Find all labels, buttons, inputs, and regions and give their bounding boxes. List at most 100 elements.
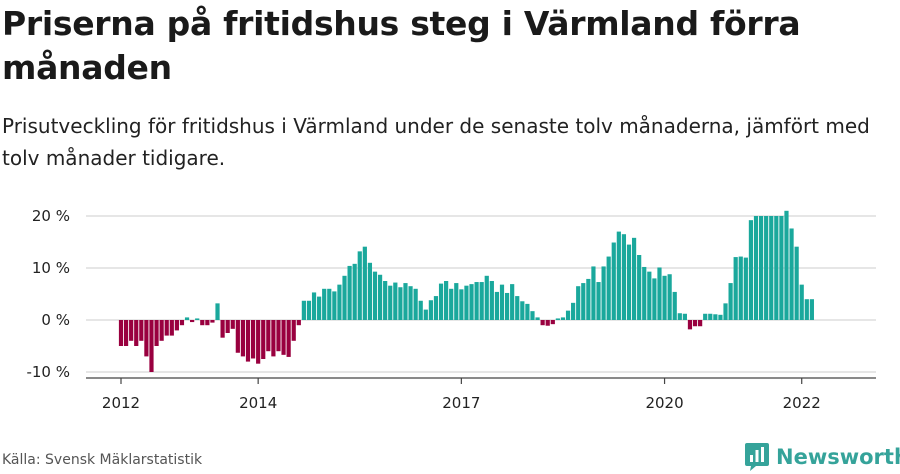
bar	[418, 300, 423, 320]
bar	[586, 278, 591, 320]
bar	[123, 320, 129, 346]
bar	[642, 266, 647, 320]
bar	[774, 216, 779, 320]
bar	[174, 320, 179, 331]
bar	[520, 301, 525, 320]
bar	[565, 310, 571, 320]
bar	[484, 275, 489, 320]
bar	[291, 320, 296, 341]
bar	[184, 317, 190, 320]
bar	[545, 320, 550, 326]
bar	[337, 284, 342, 320]
bar	[743, 257, 748, 320]
bar	[210, 320, 215, 323]
bar	[692, 320, 698, 327]
bar	[459, 289, 464, 320]
bar	[403, 283, 408, 320]
bar	[469, 284, 474, 320]
x-tick-label: 2022	[783, 394, 821, 412]
bar	[764, 216, 769, 320]
bar	[413, 288, 418, 320]
bar	[662, 275, 667, 320]
bar	[200, 320, 205, 326]
bar	[383, 281, 388, 320]
bar	[449, 288, 454, 320]
bar	[129, 320, 134, 341]
bar	[220, 320, 225, 338]
bar	[347, 265, 352, 320]
bar	[296, 320, 301, 326]
bar	[682, 313, 687, 320]
bar	[266, 320, 271, 352]
bar	[804, 299, 809, 320]
bar	[677, 313, 682, 320]
bar	[408, 286, 413, 320]
bar	[342, 275, 347, 320]
bar	[571, 302, 576, 320]
bar	[723, 303, 728, 320]
bar	[398, 287, 403, 320]
bar	[596, 282, 601, 320]
bar	[317, 296, 322, 320]
bar	[311, 292, 317, 320]
bar	[540, 320, 545, 326]
bar	[718, 314, 723, 320]
bar	[510, 284, 515, 320]
bar	[591, 266, 596, 320]
bar	[550, 320, 555, 325]
bar	[809, 299, 814, 320]
newsworthy-logo[interactable]: Newsworthy	[744, 440, 900, 474]
bar	[555, 318, 560, 320]
bar	[444, 281, 449, 320]
bar	[738, 256, 743, 320]
bar	[525, 303, 530, 320]
bar	[637, 255, 642, 320]
bar	[601, 266, 606, 320]
bar	[667, 274, 672, 320]
bar	[240, 320, 246, 357]
bar	[616, 231, 621, 320]
bar	[225, 320, 230, 333]
bar	[164, 320, 169, 336]
brand-name: Newsworthy	[776, 445, 900, 469]
bar	[479, 282, 484, 320]
bar	[657, 267, 662, 320]
bar	[230, 320, 235, 329]
bar	[652, 278, 657, 320]
bar	[256, 320, 261, 364]
x-tick-label: 2020	[645, 394, 683, 412]
bar	[581, 283, 586, 320]
bar	[713, 314, 718, 320]
bar	[159, 320, 164, 341]
bar	[372, 271, 378, 320]
bar	[433, 296, 439, 320]
bar	[515, 296, 520, 320]
newsworthy-logo-icon	[745, 443, 769, 471]
bar	[215, 303, 220, 320]
bar	[245, 320, 251, 362]
bar	[499, 284, 505, 320]
chart-subtitle: Prisutveckling för fritidshus i Värmland…	[2, 114, 870, 170]
bar	[464, 285, 469, 320]
bar	[423, 309, 428, 320]
bar	[250, 320, 256, 359]
bar	[698, 320, 703, 327]
bar	[362, 246, 367, 320]
bar	[134, 320, 139, 346]
bar	[306, 300, 312, 320]
bar	[504, 292, 510, 320]
bar	[606, 256, 611, 320]
bar	[789, 228, 794, 320]
bar	[388, 285, 393, 320]
bar	[784, 210, 789, 320]
bar	[377, 274, 383, 320]
bar	[703, 313, 708, 320]
x-axis	[86, 377, 876, 384]
bar	[611, 242, 616, 320]
bar	[118, 320, 124, 346]
bar	[179, 320, 185, 326]
bar	[748, 220, 754, 320]
y-tick-label: -10 %	[26, 363, 70, 381]
bar	[769, 216, 774, 320]
